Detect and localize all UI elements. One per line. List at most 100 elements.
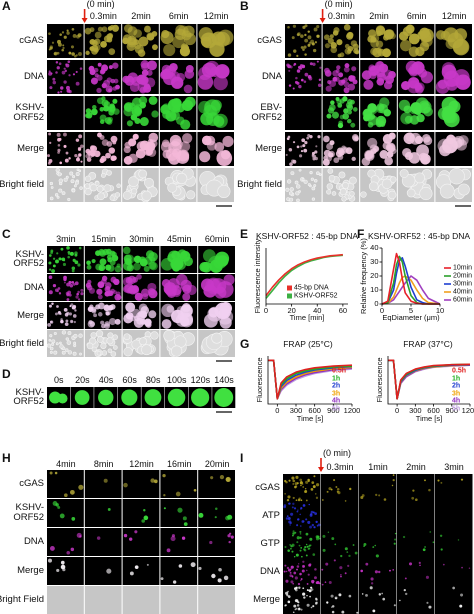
droplet bbox=[60, 247, 64, 251]
droplet bbox=[68, 312, 72, 316]
droplet bbox=[112, 62, 119, 69]
droplet bbox=[302, 592, 306, 596]
droplet bbox=[303, 565, 305, 568]
droplet bbox=[313, 27, 318, 32]
droplet bbox=[207, 306, 223, 322]
droplet bbox=[101, 83, 107, 89]
droplet bbox=[309, 525, 312, 529]
droplet bbox=[71, 188, 76, 193]
droplet bbox=[74, 154, 78, 158]
droplet bbox=[171, 345, 183, 357]
time-label: 80s bbox=[145, 375, 161, 385]
fluorescence-image bbox=[84, 557, 122, 585]
legend-label: KSHV-ORF52 bbox=[294, 292, 338, 300]
droplet bbox=[288, 502, 291, 505]
droplet bbox=[51, 302, 54, 306]
droplet bbox=[106, 170, 112, 176]
row-label: cGAS bbox=[19, 478, 44, 490]
droplet bbox=[322, 499, 324, 501]
x-tick-label: 900 bbox=[445, 406, 459, 415]
droplet bbox=[182, 133, 193, 144]
fluorescence-image bbox=[47, 60, 84, 94]
time-label: 2min bbox=[406, 462, 426, 472]
droplet bbox=[138, 337, 148, 346]
droplet bbox=[54, 471, 58, 475]
droplet bbox=[57, 393, 68, 404]
droplet bbox=[90, 77, 98, 85]
droplet bbox=[294, 599, 298, 603]
droplet bbox=[49, 45, 53, 49]
droplet bbox=[296, 145, 300, 149]
droplet bbox=[57, 91, 60, 94]
droplet bbox=[312, 553, 316, 556]
droplet bbox=[304, 72, 309, 77]
droplet bbox=[199, 261, 210, 273]
droplet bbox=[128, 285, 136, 293]
time-label: 12min bbox=[203, 11, 229, 21]
droplet bbox=[71, 269, 75, 273]
droplet bbox=[84, 112, 91, 119]
droplet bbox=[93, 313, 98, 318]
droplet bbox=[354, 551, 358, 555]
droplet bbox=[392, 474, 395, 476]
droplet bbox=[286, 566, 290, 570]
droplet bbox=[326, 601, 329, 604]
droplet bbox=[378, 593, 382, 596]
droplet bbox=[375, 554, 379, 558]
time-label: 120s bbox=[190, 375, 211, 385]
droplet bbox=[76, 157, 80, 162]
droplet bbox=[386, 151, 394, 158]
droplet bbox=[294, 576, 298, 580]
droplet bbox=[96, 185, 104, 193]
droplet bbox=[392, 569, 394, 571]
fluorescence-image bbox=[160, 528, 198, 556]
droplet bbox=[303, 548, 306, 551]
droplet bbox=[48, 304, 52, 308]
droplet bbox=[453, 135, 465, 148]
fluorescence-image bbox=[397, 474, 435, 502]
droplet bbox=[310, 586, 313, 589]
droplet bbox=[67, 255, 70, 259]
x-tick-label: 1200 bbox=[461, 406, 474, 415]
droplet bbox=[304, 488, 307, 490]
droplet bbox=[344, 572, 347, 575]
droplet bbox=[419, 564, 421, 567]
droplet bbox=[123, 156, 133, 165]
droplet bbox=[78, 169, 82, 173]
droplet bbox=[292, 483, 295, 485]
droplet bbox=[49, 334, 53, 338]
time-label: 30min bbox=[129, 234, 154, 244]
droplet bbox=[293, 64, 296, 67]
droplet bbox=[52, 80, 57, 85]
droplet bbox=[94, 181, 100, 187]
droplet bbox=[107, 264, 115, 272]
droplet bbox=[392, 478, 395, 482]
droplet bbox=[176, 116, 185, 125]
droplet bbox=[97, 62, 102, 67]
droplet bbox=[373, 64, 382, 74]
droplet bbox=[94, 44, 101, 51]
droplet bbox=[160, 104, 171, 115]
row-label: cGAS bbox=[255, 482, 280, 494]
droplet bbox=[310, 510, 314, 514]
droplet bbox=[204, 60, 220, 76]
droplet bbox=[326, 113, 332, 119]
droplet bbox=[302, 560, 305, 563]
panel-letter: E bbox=[240, 227, 249, 241]
droplet bbox=[299, 513, 302, 516]
time-label: 12min bbox=[129, 459, 154, 469]
x-tick-label: 0 bbox=[379, 306, 385, 315]
droplet bbox=[90, 152, 96, 157]
droplet bbox=[75, 81, 80, 86]
droplet bbox=[223, 575, 229, 581]
droplet bbox=[107, 26, 113, 31]
droplet bbox=[217, 184, 231, 198]
droplet bbox=[104, 304, 109, 309]
droplet bbox=[415, 498, 418, 502]
droplet bbox=[296, 565, 300, 568]
droplet bbox=[424, 479, 426, 482]
droplet bbox=[376, 77, 385, 86]
droplet bbox=[113, 78, 119, 84]
droplet bbox=[226, 479, 229, 482]
fluorescence-image bbox=[122, 470, 160, 498]
